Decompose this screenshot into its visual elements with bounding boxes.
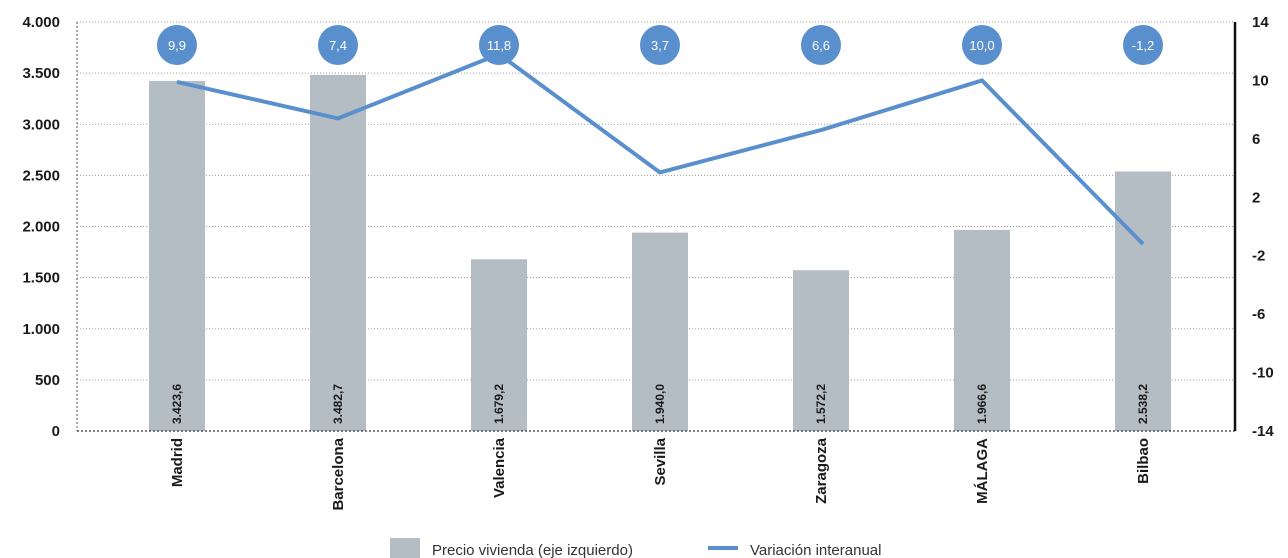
- right-axis-ticks: -14 -10 -6 -2 2 6 10 14: [1252, 14, 1274, 440]
- variation-badge: [801, 25, 841, 65]
- variation-badge-label: -1,2: [1132, 38, 1154, 53]
- legend-label-bar: Precio vivienda (eje izquierdo): [432, 542, 633, 558]
- bar-value-label: 1.679,2: [492, 384, 506, 424]
- variation-badge: [157, 25, 197, 65]
- category-label: Sevilla: [652, 437, 669, 485]
- category-label: Valencia: [491, 437, 508, 498]
- bar-value-label: 3.482,7: [331, 384, 345, 424]
- legend-swatch-bar: [390, 538, 420, 558]
- left-tick-label: 4.000: [22, 14, 60, 31]
- category-label: MÁLAGA: [974, 438, 991, 504]
- right-tick-label: -2: [1252, 248, 1265, 265]
- right-tick-label: 14: [1252, 14, 1269, 31]
- bar-zaragoza: [793, 270, 849, 431]
- left-tick-label: 1.000: [22, 321, 60, 338]
- bar-sevilla: [632, 232, 688, 431]
- variation-badge: [479, 25, 519, 65]
- variation-badges: 9,9 7,4 11,8 3,7 6,6 10,0 -1,2: [157, 25, 1163, 65]
- bar-value-label: 1.966,6: [975, 384, 989, 424]
- variation-badge-label: 3,7: [651, 38, 669, 53]
- right-tick-label: 2: [1252, 189, 1260, 206]
- category-label: Barcelona: [330, 437, 347, 510]
- category-label: Bilbao: [1135, 438, 1152, 484]
- variation-series-line: [176, 52, 1145, 246]
- bar-value-label: 3.423,6: [170, 384, 184, 424]
- bar-value-labels: 3.423,6 3.482,7 1.679,2 1.940,0 1.572,2 1.966…: [170, 384, 1150, 424]
- left-axis-ticks: 0 500 1.000 1.500 2.000 2.500 3.000 3.500 4.000: [22, 14, 60, 440]
- variation-badge-label: 6,6: [812, 38, 830, 53]
- variation-badge-label: 7,4: [329, 38, 347, 53]
- category-label: Madrid: [169, 438, 186, 487]
- bar-value-label: 2.538,2: [1136, 384, 1150, 424]
- bar-bilbao: [1115, 171, 1171, 431]
- bar-málaga: [954, 229, 1010, 431]
- right-tick-label: 6: [1252, 131, 1260, 148]
- bar-value-label: 1.940,0: [653, 384, 667, 424]
- right-tick-label: -14: [1252, 423, 1274, 440]
- legend-label-line: Variación interanual: [750, 542, 881, 558]
- variation-line: [176, 52, 1145, 246]
- bars: [149, 74, 1171, 432]
- variation-badge: [962, 25, 1002, 65]
- variation-badge: [640, 25, 680, 65]
- legend: Precio vivienda (eje izquierdo) Variació…: [390, 538, 881, 558]
- bar-barcelona: [310, 74, 366, 432]
- variation-badge: [1123, 25, 1163, 65]
- bar-value-label: 1.572,2: [814, 384, 828, 424]
- left-tick-label: 2.000: [22, 219, 60, 236]
- category-label: Zaragoza: [813, 437, 830, 504]
- right-tick-label: 10: [1252, 72, 1269, 89]
- right-tick-label: -6: [1252, 306, 1265, 323]
- bar-valencia: [471, 259, 527, 431]
- right-tick-label: -10: [1252, 365, 1274, 382]
- axes: [76, 22, 1237, 432]
- left-tick-label: 2.500: [22, 167, 60, 184]
- bar-madrid: [149, 80, 205, 432]
- variation-badge-label: 11,8: [487, 38, 511, 53]
- variation-badge: [318, 25, 358, 65]
- variation-badge-label: 10,0: [969, 38, 994, 53]
- left-tick-label: 3.000: [22, 116, 60, 133]
- left-tick-label: 0: [52, 423, 60, 440]
- variation-badge-label: 9,9: [168, 38, 186, 53]
- left-tick-label: 1.500: [22, 270, 60, 287]
- category-labels: Madrid Barcelona Valencia Sevilla Zaragoza MÁ…: [169, 437, 1152, 510]
- left-tick-label: 3.500: [22, 65, 60, 82]
- left-tick-label: 500: [35, 372, 60, 389]
